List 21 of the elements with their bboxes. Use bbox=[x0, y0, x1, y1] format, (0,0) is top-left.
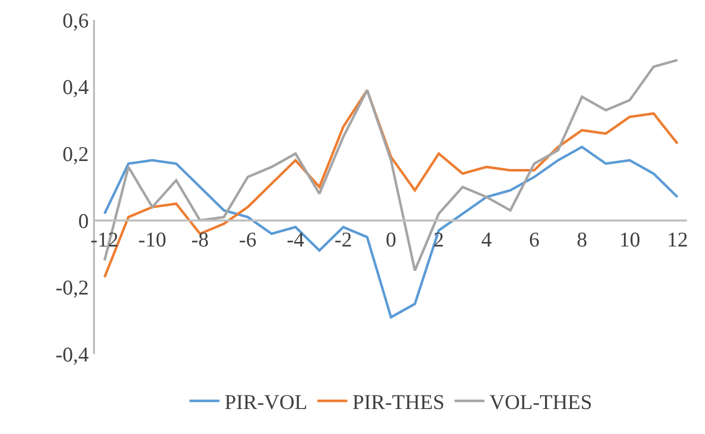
x-tick-label: 12 bbox=[666, 228, 688, 252]
y-tick-label: -0,4 bbox=[56, 342, 90, 366]
x-tick-label: -12 bbox=[90, 228, 119, 252]
x-tick-label: 8 bbox=[576, 228, 588, 252]
x-tick-label: 6 bbox=[528, 228, 540, 252]
x-tick-label: -2 bbox=[334, 228, 352, 252]
legend-label: PIR-THES bbox=[352, 390, 445, 414]
y-tick-label: 0,4 bbox=[62, 75, 90, 100]
x-tick-label: 0 bbox=[386, 228, 396, 252]
y-tick-label: -0,2 bbox=[56, 276, 89, 300]
x-tick-label: 4 bbox=[481, 228, 492, 252]
x-tick-label: 10 bbox=[619, 228, 640, 252]
x-tick-label: -10 bbox=[138, 228, 166, 252]
x-tick-label: -8 bbox=[191, 228, 209, 252]
y-tick-label: 0,6 bbox=[62, 8, 89, 32]
y-tick-label: 0,2 bbox=[62, 142, 89, 166]
x-tick-label: -4 bbox=[286, 228, 305, 252]
legend-label: PIR-VOL bbox=[224, 390, 308, 414]
x-tick-label: -6 bbox=[239, 228, 257, 252]
legend-label: VOL-THES bbox=[490, 390, 592, 414]
y-tick-label: 0 bbox=[78, 208, 89, 233]
